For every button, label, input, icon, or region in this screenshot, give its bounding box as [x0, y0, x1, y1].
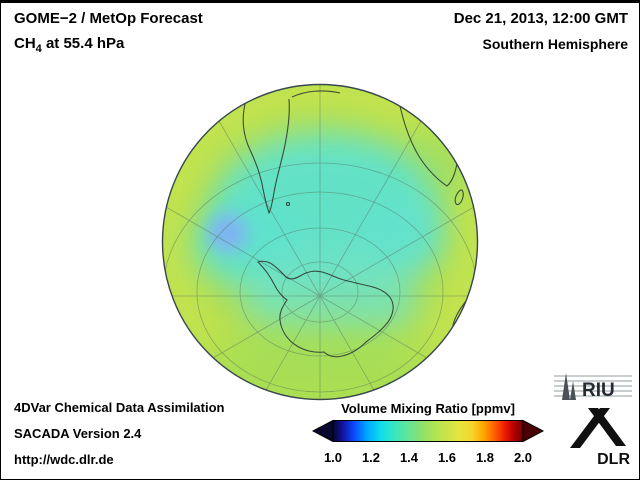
tick-label: 1.6: [437, 450, 457, 465]
colorbar: Volume Mixing Ratio [ppmv]: [311, 401, 545, 466]
version-label: SACADA Version 2.4: [14, 426, 142, 441]
species-level: CH4 at 55.4 hPa: [14, 35, 203, 55]
footer-credits: 4DVar Chemical Data Assimilation SACADA …: [14, 400, 225, 478]
tick-label: 2.0: [513, 450, 533, 465]
antarctica-outline: [256, 260, 394, 358]
species-subscript: 4: [35, 43, 42, 55]
globe-rim: [161, 83, 479, 401]
south-america-outline: [242, 98, 290, 215]
dlr-logo-text: DLR: [597, 451, 630, 468]
madagascar-outline: [454, 189, 464, 206]
cathedral-spire-icon: [570, 381, 576, 400]
header-left: GOME−2 / MetOp Forecast CH4 at 55.4 hPa: [14, 10, 203, 55]
product-title: GOME−2 / MetOp Forecast: [14, 10, 203, 27]
falkland-islands: [285, 201, 291, 207]
species-label: CH: [14, 35, 36, 52]
riu-logo: RIU: [554, 371, 632, 408]
hemisphere-label: Southern Hemisphere: [482, 36, 628, 52]
riu-logo-text: RIU: [582, 380, 615, 401]
colorbar-gradient: [311, 419, 545, 443]
pressure-level: at 55.4 hPa: [41, 35, 125, 52]
equator-coast-line: [291, 90, 341, 98]
colorbar-left-arrow: [311, 419, 334, 443]
colorbar-title: Volume Mixing Ratio [ppmv]: [341, 401, 515, 416]
dlr-logo: DLR: [566, 402, 632, 473]
tick-label: 1.2: [361, 450, 381, 465]
assimilation-label: 4DVar Chemical Data Assimilation: [14, 400, 225, 415]
tick-label: 1.4: [399, 450, 419, 465]
header-right: Dec 21, 2013, 12:00 GMT Southern Hemisph…: [454, 10, 628, 52]
tick-label: 1.8: [475, 450, 495, 465]
datetime-label: Dec 21, 2013, 12:00 GMT: [453, 10, 628, 27]
graticule: [163, 85, 477, 399]
tick-label: 1.0: [323, 450, 343, 465]
methane-data-field: [163, 85, 477, 399]
colorbar-ramp: [332, 420, 524, 442]
cathedral-spire-icon: [562, 373, 570, 400]
dlr-bird-icon: [588, 408, 626, 446]
colorbar-right-arrow: [522, 419, 545, 443]
wdc-url: http://wdc.dlr.de: [14, 452, 114, 467]
colorbar-ticks: 1.0 1.2 1.4 1.6 1.8 2.0: [312, 450, 544, 466]
